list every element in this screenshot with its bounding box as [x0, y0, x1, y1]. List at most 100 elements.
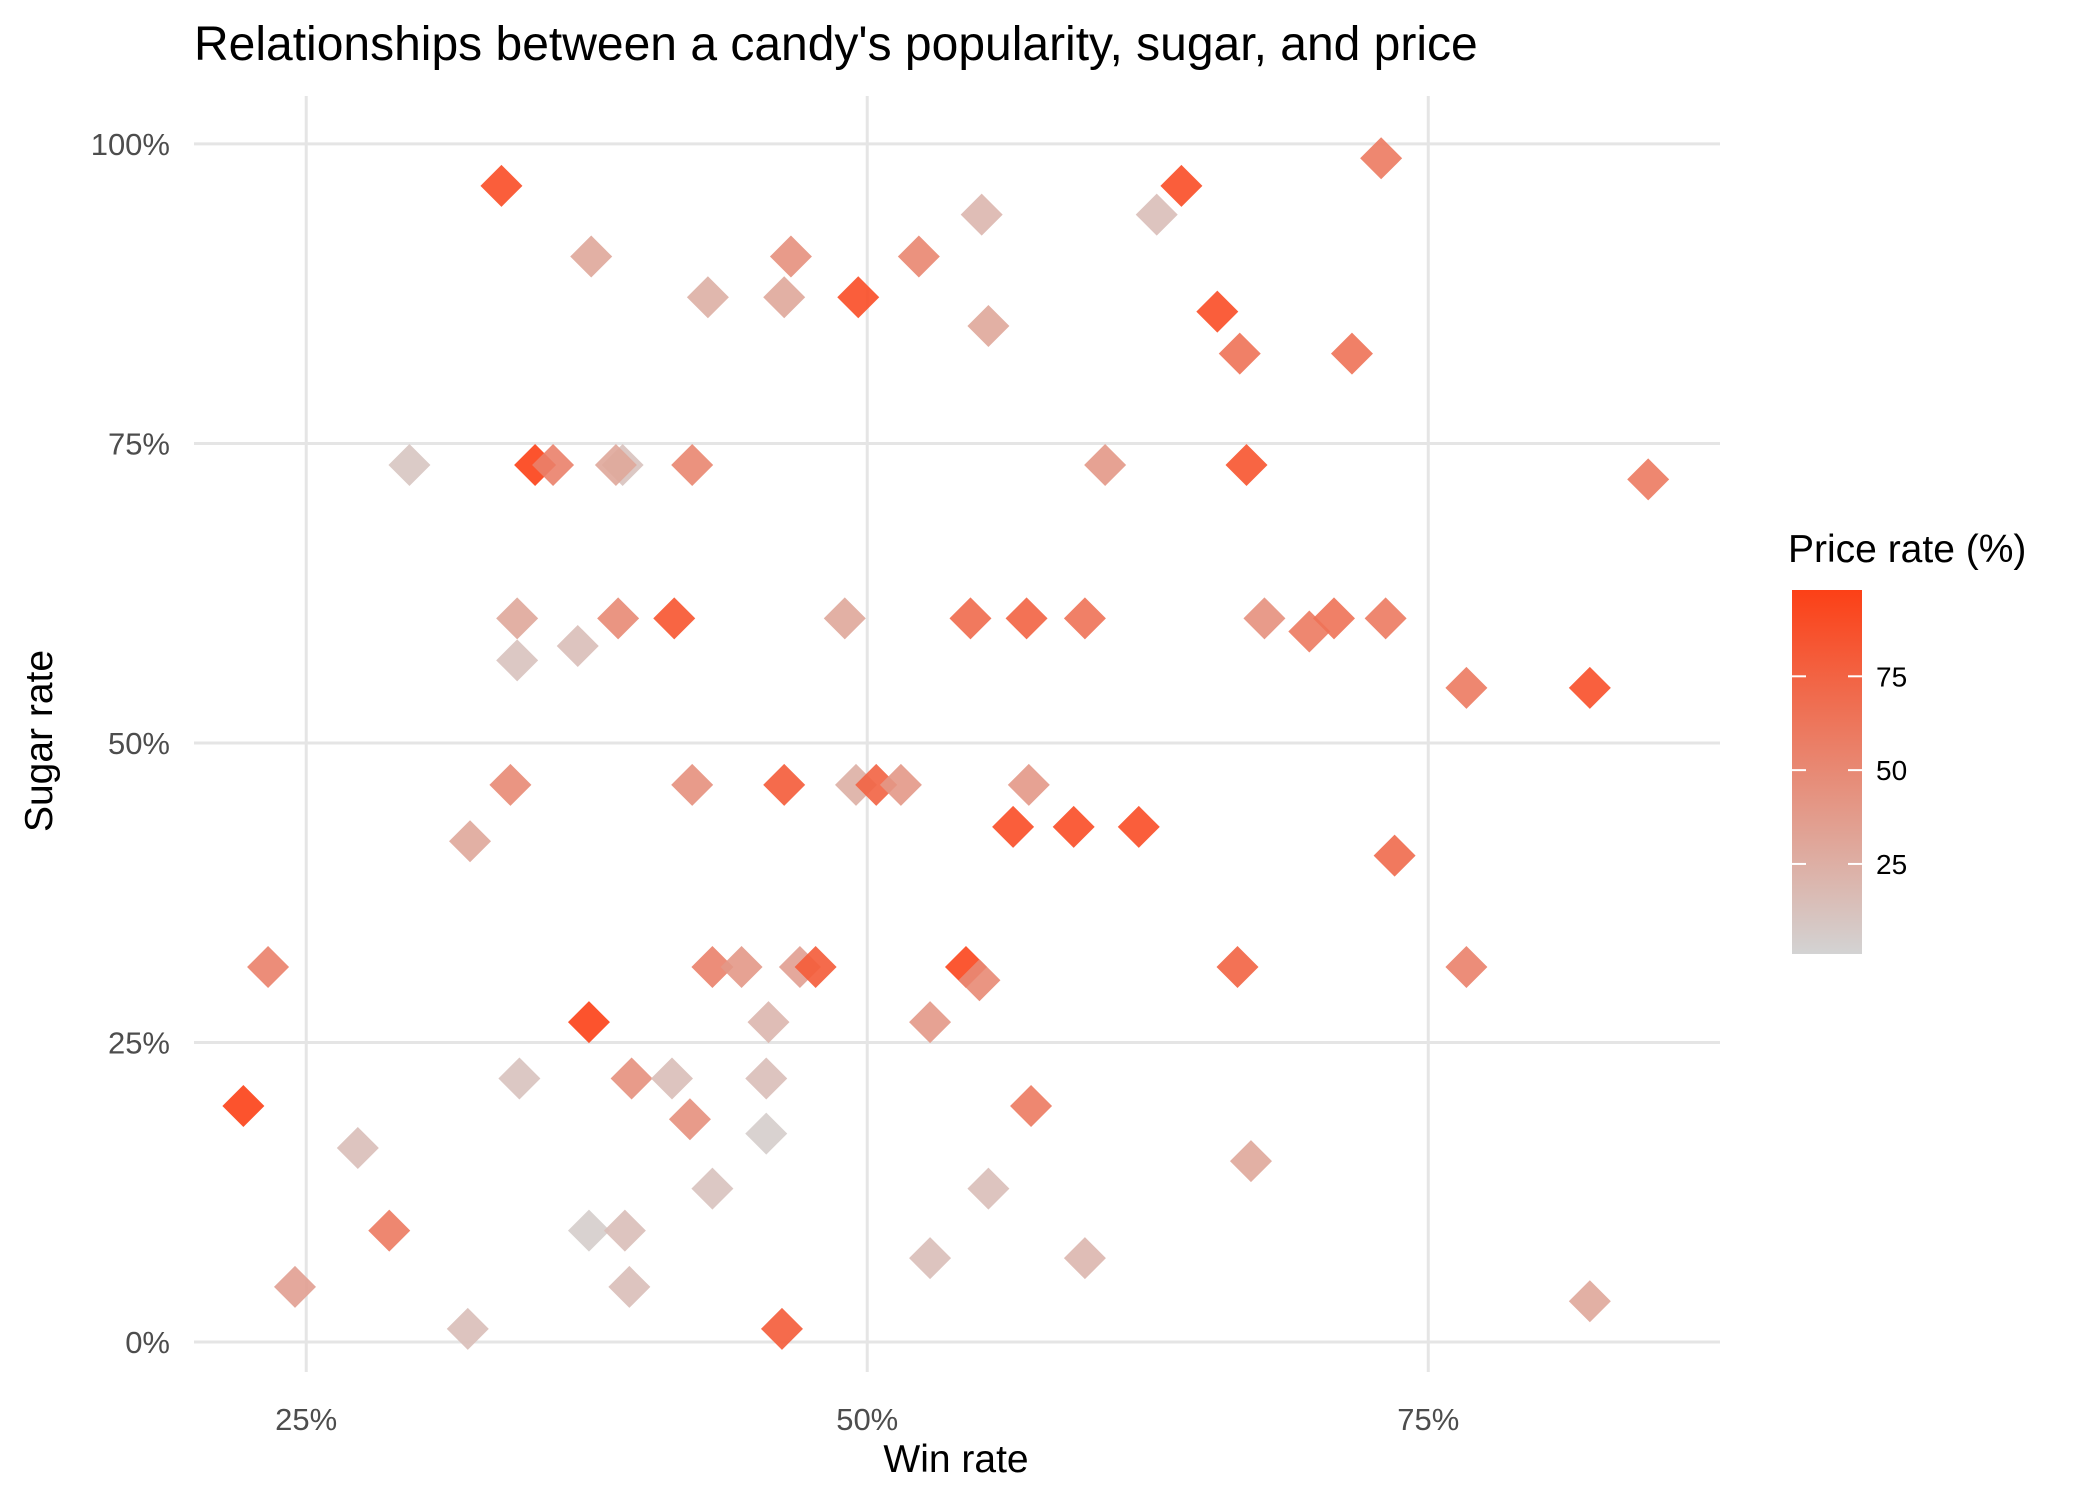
data-point	[1225, 444, 1268, 487]
x-tick-label: 25%	[275, 1402, 337, 1437]
data-point	[769, 235, 812, 278]
data-point	[691, 946, 734, 989]
data-point	[671, 763, 714, 806]
data-point	[691, 1167, 734, 1210]
data-point	[909, 1001, 952, 1044]
data-point	[247, 946, 290, 989]
data-point	[446, 1307, 489, 1350]
y-tick-label: 75%	[108, 426, 170, 461]
data-point	[368, 1209, 411, 1252]
data-point	[1005, 597, 1048, 640]
data-point	[1330, 332, 1373, 375]
data-point	[671, 444, 714, 487]
y-tick-label: 0%	[125, 1325, 170, 1360]
data-point	[1052, 805, 1095, 848]
data-point	[222, 1085, 265, 1128]
legend-tick-label: 50	[1876, 755, 1907, 786]
data-point	[747, 1001, 790, 1044]
data-point	[949, 597, 992, 640]
data-point	[897, 235, 940, 278]
legend-colorbar	[1792, 590, 1862, 954]
data-point	[1627, 458, 1670, 501]
data-point	[480, 164, 523, 207]
x-tick-label: 75%	[1397, 1402, 1459, 1437]
legend: Price rate (%) 25 50 75	[1788, 528, 2026, 954]
legend-title: Price rate (%)	[1788, 528, 2026, 571]
data-point	[1243, 597, 1286, 640]
grid-layer	[194, 96, 1720, 1372]
data-point	[1568, 666, 1611, 709]
data-point	[1117, 805, 1160, 848]
data-point	[837, 276, 880, 319]
data-point	[650, 1057, 693, 1100]
legend-tick-label: 25	[1876, 849, 1907, 880]
data-point	[653, 597, 696, 640]
chart-title: Relationships between a candy's populari…	[194, 18, 1478, 71]
data-point	[273, 1265, 316, 1308]
data-point	[1063, 1237, 1106, 1280]
data-point	[1007, 763, 1050, 806]
data-point	[1010, 1085, 1053, 1128]
data-point	[556, 624, 599, 667]
data-point	[336, 1126, 379, 1169]
data-point	[992, 805, 1035, 848]
data-point	[760, 1307, 803, 1350]
data-point	[967, 305, 1010, 348]
y-tick-label: 100%	[91, 127, 170, 162]
data-point	[603, 1209, 646, 1252]
legend-tick-label: 75	[1876, 661, 1907, 692]
y-tick-label: 25%	[108, 1026, 170, 1061]
x-tick-label: 50%	[836, 1402, 898, 1437]
data-point	[720, 946, 763, 989]
data-point	[1568, 1280, 1611, 1323]
data-point	[496, 597, 539, 640]
data-point	[532, 444, 575, 487]
data-point	[1364, 597, 1407, 640]
data-point	[1313, 597, 1356, 640]
x-axis-ticks: 25% 50% 75%	[275, 1402, 1459, 1437]
data-point	[1063, 597, 1106, 640]
data-point	[1445, 666, 1488, 709]
data-point	[498, 1057, 541, 1100]
y-axis-ticks: 0% 25% 50% 75% 100%	[91, 127, 170, 1360]
data-point	[610, 1057, 653, 1100]
data-point	[449, 820, 492, 863]
points-layer	[222, 137, 1670, 1350]
data-point	[489, 763, 532, 806]
data-point	[1218, 332, 1261, 375]
x-axis-title: Win rate	[883, 1438, 1028, 1481]
data-point	[855, 763, 898, 806]
data-point	[668, 1098, 711, 1141]
data-point	[763, 763, 806, 806]
y-axis-title: Sugar rate	[18, 650, 61, 832]
data-point	[958, 959, 1001, 1002]
data-point	[496, 639, 539, 682]
data-point	[567, 1209, 610, 1252]
data-point	[909, 1237, 952, 1280]
data-point	[763, 276, 806, 319]
data-point	[570, 235, 613, 278]
data-point	[597, 597, 640, 640]
data-point	[608, 1265, 651, 1308]
data-point	[1216, 946, 1259, 989]
legend-ticks: 25 50 75	[1792, 661, 1907, 880]
data-point	[745, 1057, 788, 1100]
data-point	[1360, 137, 1403, 180]
data-point	[1229, 1140, 1272, 1183]
data-point	[686, 276, 729, 319]
data-point	[567, 1001, 610, 1044]
data-point	[1135, 193, 1178, 236]
data-point	[1373, 834, 1416, 877]
data-point	[960, 193, 1003, 236]
data-point	[879, 763, 922, 806]
data-point	[388, 444, 431, 487]
data-point	[594, 444, 637, 487]
data-point	[823, 597, 866, 640]
data-point	[1160, 164, 1203, 207]
y-tick-label: 50%	[108, 726, 170, 761]
data-point	[1196, 290, 1239, 333]
data-point	[1084, 444, 1127, 487]
data-point	[1445, 946, 1488, 989]
data-point	[745, 1112, 788, 1155]
